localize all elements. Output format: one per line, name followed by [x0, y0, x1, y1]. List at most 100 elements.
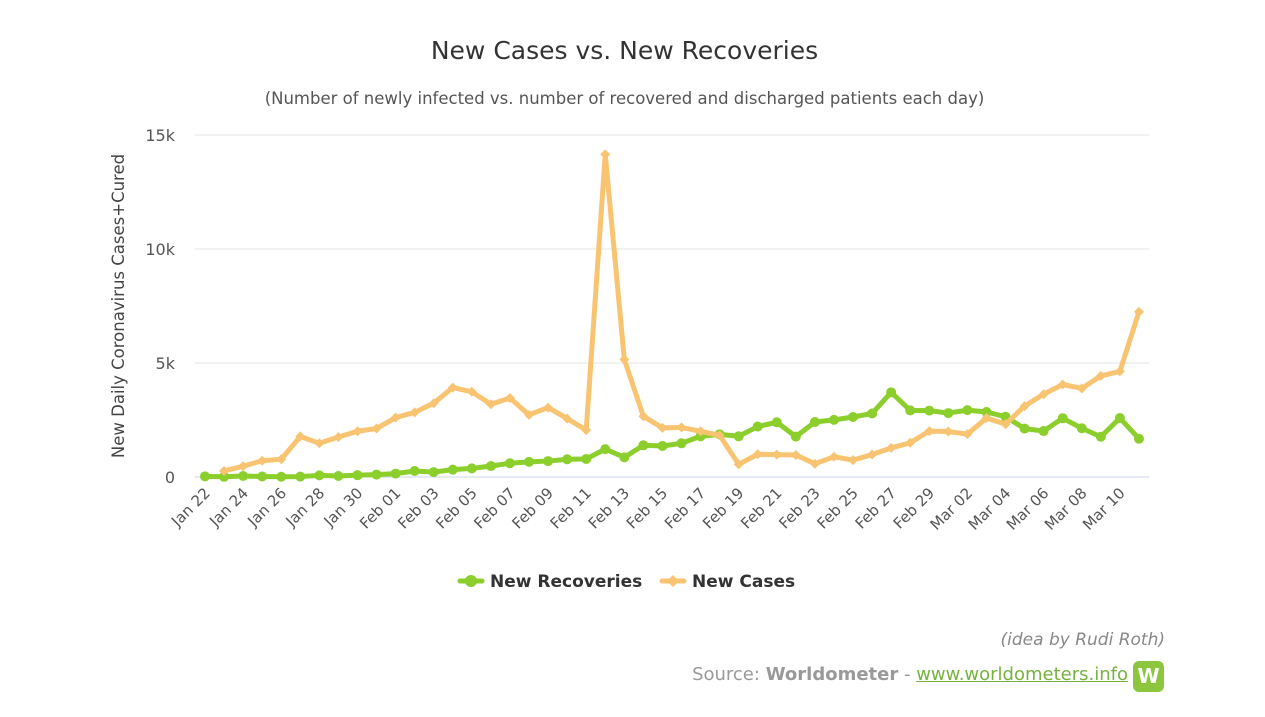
data-point [333, 470, 344, 481]
data-point [504, 458, 515, 469]
x-tick-label: Feb 25 [813, 484, 861, 532]
data-point [562, 454, 573, 465]
source-name: Worldometer [765, 664, 899, 685]
legend-marker [667, 575, 679, 587]
data-point [867, 408, 878, 419]
data-point [924, 426, 935, 437]
idea-credit: (idea by Rudi Roth) [1000, 630, 1165, 650]
data-point [1095, 431, 1106, 442]
x-tick-label: Jan 28 [282, 484, 329, 531]
chart-title: New Cases vs. New Recoveries [430, 36, 819, 65]
data-point [619, 354, 630, 365]
data-point [333, 431, 344, 442]
data-point [600, 444, 611, 455]
x-tick-label: Feb 21 [737, 484, 785, 532]
data-point [790, 449, 801, 460]
data-point [447, 382, 458, 393]
legend-item-new-recoveries[interactable]: New Recoveries [457, 572, 642, 592]
data-point [657, 422, 668, 433]
data-point [828, 451, 839, 462]
x-tick-label: Feb 03 [394, 484, 442, 532]
data-point [676, 438, 687, 449]
data-point [809, 458, 820, 469]
data-point [676, 422, 687, 433]
x-tick-label: Feb 05 [432, 484, 480, 532]
data-point [752, 421, 763, 432]
chart-subtitle: (Number of newly infected vs. number of … [264, 89, 985, 108]
data-point [943, 426, 954, 437]
data-point [295, 471, 306, 482]
grid-lines [195, 134, 1149, 364]
x-tick-label: Jan 22 [167, 484, 214, 531]
data-point [485, 399, 496, 410]
y-axis-ticks: 0 5k 10k 15k [145, 126, 175, 487]
data-point [790, 431, 801, 442]
data-point [886, 442, 897, 453]
data-point [714, 430, 725, 441]
data-point [771, 417, 782, 428]
data-point [1000, 419, 1011, 430]
legend-marker [465, 575, 477, 587]
data-point [1076, 423, 1087, 434]
data-point [1038, 426, 1049, 437]
x-tick-label: Feb 27 [852, 484, 900, 532]
y-tick-label: 10k [145, 240, 175, 259]
data-point [695, 426, 706, 437]
legend-item-new-cases[interactable]: New Cases [659, 572, 795, 592]
source-link[interactable]: www.worldometers.info [916, 664, 1128, 685]
data-point [1057, 413, 1068, 424]
data-point [428, 467, 439, 478]
data-point [257, 471, 268, 482]
data-point [905, 405, 916, 416]
x-tick-label: Feb 09 [509, 484, 557, 532]
data-point [581, 425, 592, 436]
x-tick-label: Feb 17 [661, 484, 709, 532]
data-point [1114, 366, 1125, 377]
data-point [867, 449, 878, 460]
data-point [752, 449, 763, 460]
data-point [1133, 306, 1144, 317]
data-point [1114, 413, 1125, 424]
y-tick-label: 15k [145, 126, 175, 145]
data-point [200, 471, 210, 482]
data-point [1133, 433, 1144, 444]
y-tick-label: 0 [165, 468, 175, 487]
x-tick-label: Jan 26 [243, 484, 290, 531]
data-point [924, 405, 935, 416]
data-point [1038, 389, 1049, 400]
data-point [485, 461, 496, 472]
data-point [524, 456, 535, 467]
data-point [638, 411, 649, 422]
data-point [962, 405, 973, 416]
data-point [295, 431, 306, 442]
x-tick-label: Feb 23 [775, 484, 823, 532]
data-point [1019, 401, 1030, 412]
data-point [562, 413, 573, 424]
data-point [848, 411, 859, 422]
data-point [257, 455, 268, 466]
y-axis-label: New Daily Coronavirus Cases+Cured [109, 154, 128, 458]
data-point [733, 431, 744, 442]
data-point [1095, 370, 1106, 381]
data-point [828, 414, 839, 425]
data-point [504, 393, 515, 404]
data-point [428, 398, 439, 409]
series [200, 149, 1144, 482]
data-point [409, 407, 420, 418]
x-tick-label: Feb 01 [356, 484, 404, 532]
data-point [1019, 423, 1030, 434]
data-point [1076, 383, 1087, 394]
data-point [466, 386, 477, 397]
data-point [905, 437, 916, 448]
data-point [371, 469, 382, 480]
data-point [1057, 379, 1068, 390]
y-tick-label: 5k [156, 354, 176, 373]
legend-label: New Recoveries [490, 572, 642, 592]
data-point [447, 464, 458, 475]
data-point [466, 463, 477, 474]
legend-label: New Cases [692, 572, 795, 592]
data-point [619, 452, 630, 463]
data-point [352, 426, 363, 437]
data-point [543, 456, 554, 467]
